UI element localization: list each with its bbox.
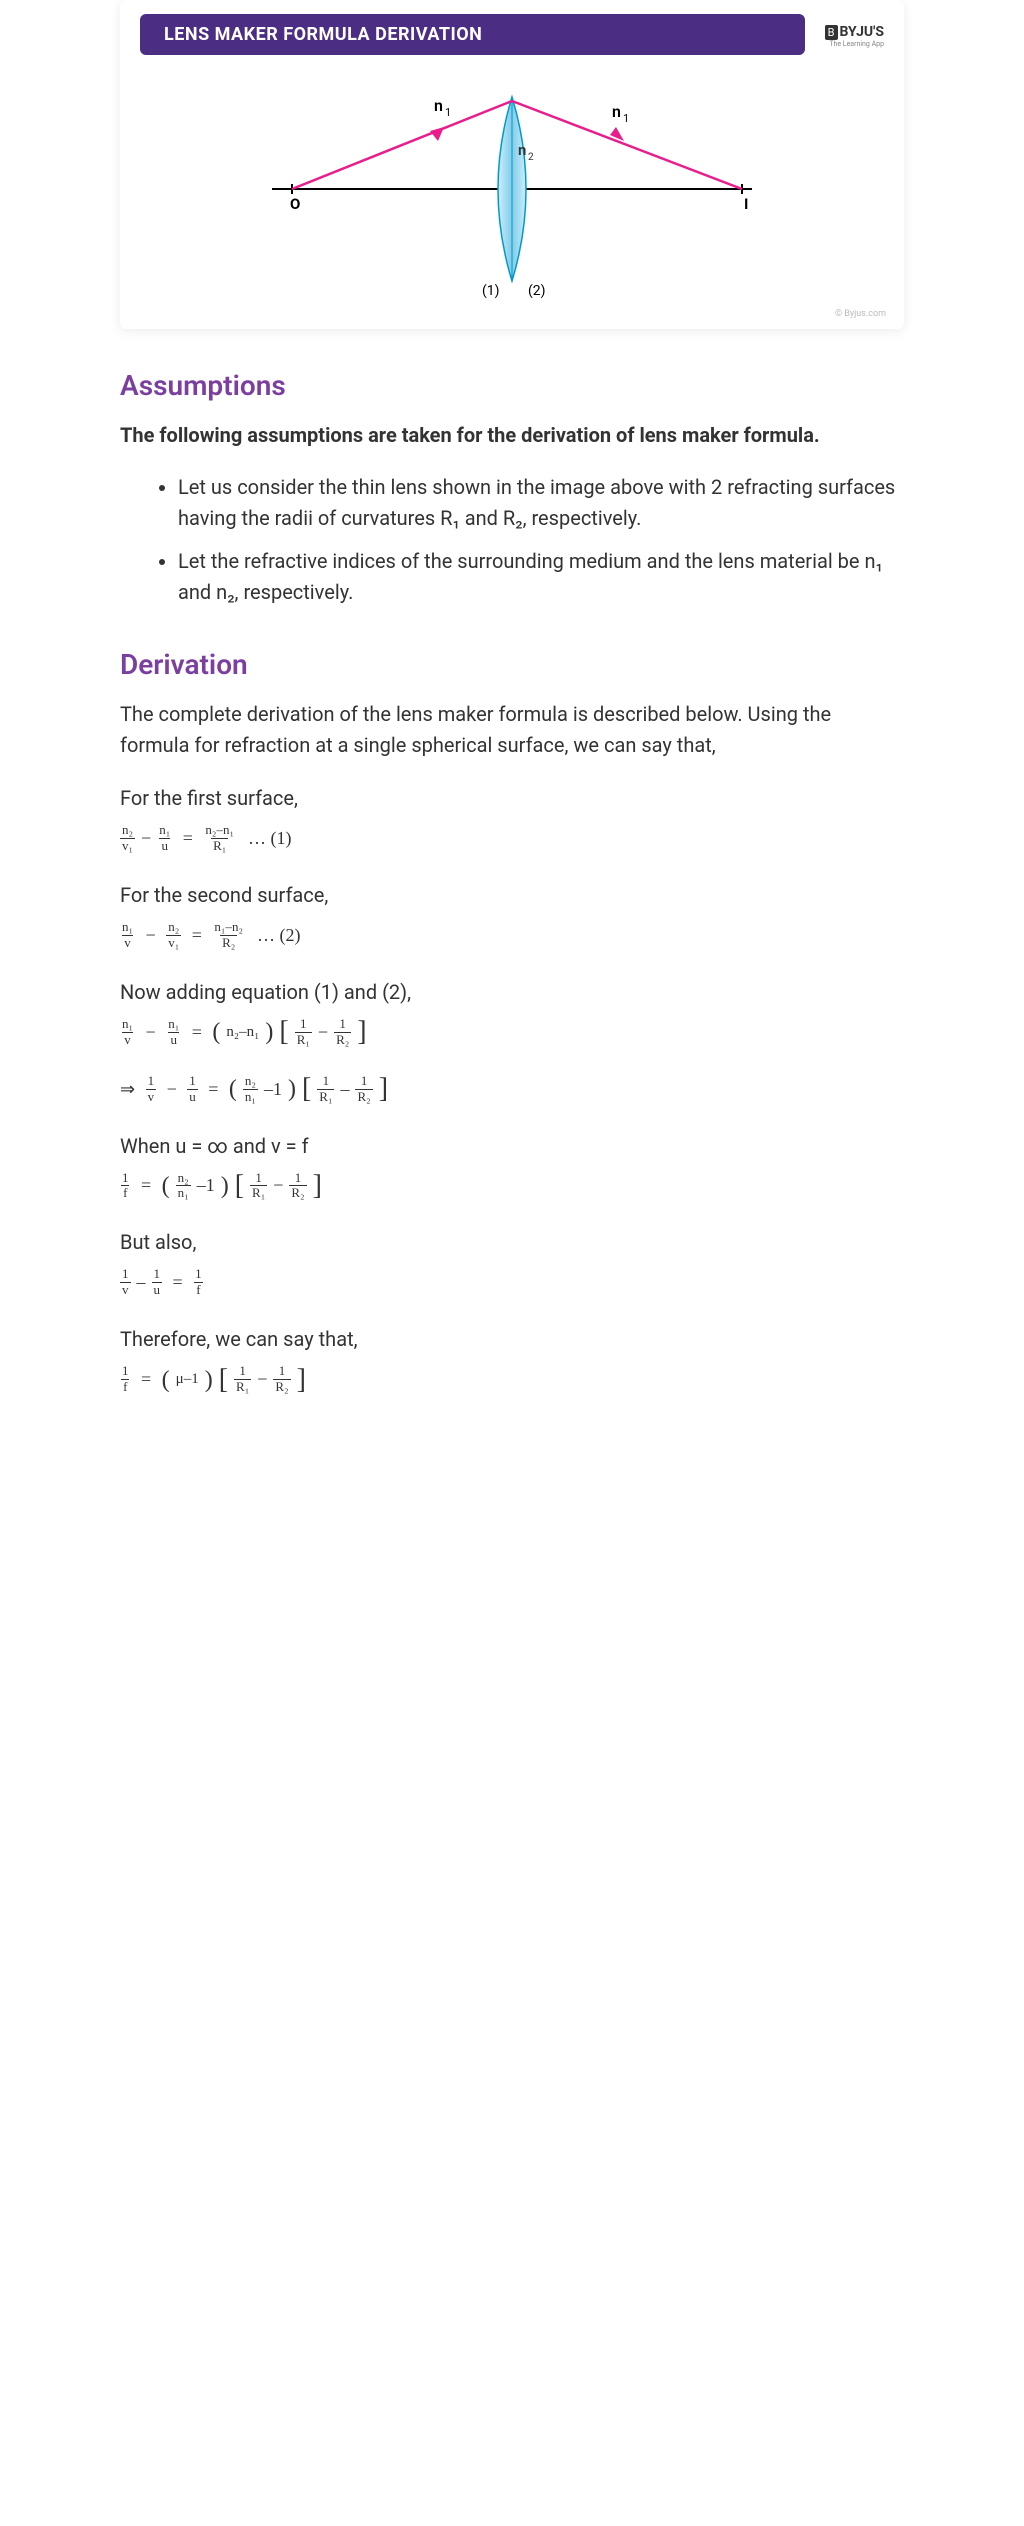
therefore-label: Therefore, we can say that, xyxy=(120,1324,904,1354)
lens-diagram: O I n1 xyxy=(120,59,904,309)
assumptions-heading: Assumptions xyxy=(120,369,904,402)
but-also-label: But also, xyxy=(120,1227,904,1257)
lens-diagram-card: LENS MAKER FORMULA DERIVATION BBYJU'S Th… xyxy=(120,0,904,329)
second-surface-label: For the second surface, xyxy=(120,880,904,910)
svg-text:1: 1 xyxy=(445,106,451,119)
assumptions-list: Let us consider the thin lens shown in t… xyxy=(120,472,904,608)
diagram-header: LENS MAKER FORMULA DERIVATION BBYJU'S Th… xyxy=(120,0,904,59)
derivation-heading: Derivation xyxy=(120,648,904,681)
article-body: LENS MAKER FORMULA DERIVATION BBYJU'S Th… xyxy=(0,0,1024,1481)
equation-4: ⇒ 1v − 1u = ( n₂n₁ –1 ) [ 1R₁ – 1R₂ ] xyxy=(120,1074,904,1105)
svg-text:n: n xyxy=(612,102,621,121)
when-label: When u = ∞ and v = f xyxy=(120,1131,904,1161)
derivation-intro: The complete derivation of the lens make… xyxy=(120,699,904,761)
logo-b-icon: B xyxy=(825,25,838,40)
svg-text:1: 1 xyxy=(623,112,629,125)
byjus-logo: BBYJU'S The Learning App xyxy=(825,21,884,48)
equation-6: 1v – 1u = 1f xyxy=(120,1267,904,1298)
assumption-bullet-2: Let the refractive indices of the surrou… xyxy=(178,546,904,608)
equation-2: n₁v − n₂v₁ = n₁–n₂R₂ … (2) xyxy=(120,920,904,951)
svg-text:n: n xyxy=(434,96,443,115)
svg-text:I: I xyxy=(744,195,748,213)
equation-5: 1f = ( n₂n₁ –1 ) [ 1R₁ − 1R₂ ] xyxy=(120,1171,904,1202)
diagram-title: LENS MAKER FORMULA DERIVATION xyxy=(140,14,805,55)
svg-text:n: n xyxy=(518,141,526,159)
svg-text:O: O xyxy=(290,195,300,213)
first-surface-label: For the first surface, xyxy=(120,783,904,813)
equation-3: n₁v − n₁u = (n₂–n₁) [ 1R₁ − 1R₂ ] xyxy=(120,1017,904,1048)
equation-7: 1f = (μ–1) [ 1R₁ − 1R₂ ] xyxy=(120,1364,904,1395)
equation-1: n₂v₁ − n₁u = n₂–n₁R₁ … (1) xyxy=(120,823,904,854)
adding-label: Now adding equation (1) and (2), xyxy=(120,977,904,1007)
assumption-bullet-1: Let us consider the thin lens shown in t… xyxy=(178,472,904,534)
svg-text:2: 2 xyxy=(528,152,534,163)
diagram-attribution: © Byjus.com xyxy=(120,309,904,329)
svg-text:(2): (2) xyxy=(528,283,546,299)
svg-text:(1): (1) xyxy=(482,283,500,299)
assumptions-intro: The following assumptions are taken for … xyxy=(120,420,904,450)
